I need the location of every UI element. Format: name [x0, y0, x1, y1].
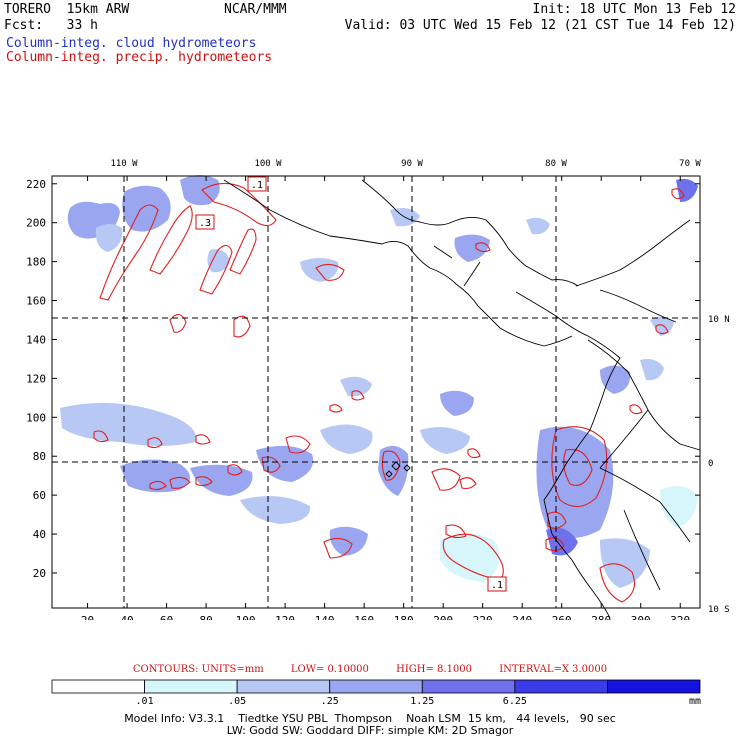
valid-time: Valid: 03 UTC Wed 15 Feb 12 (21 CST Tue …: [344, 18, 736, 33]
contour-units: CONTOURS: UNITS=mm: [132, 664, 264, 675]
axis-tick-labels: 2040608010012014016018020022024026028030…: [26, 159, 730, 620]
x-tick-label: 260: [552, 614, 572, 620]
contour-info: CONTOURS: UNITS=mm LOW= 0.10000 HIGH= 8.…: [0, 664, 740, 675]
x-tick-label: 240: [512, 614, 532, 620]
x-tick-label: 60: [160, 614, 173, 620]
x-tick-label: 100: [236, 614, 256, 620]
frame-rect: [51, 175, 701, 609]
y-tick-label: 220: [26, 178, 46, 191]
y-tick-label: 40: [33, 528, 46, 541]
colorbar-swatch: [607, 679, 701, 694]
x-tick-label: 140: [315, 614, 335, 620]
lon-label: 90 W: [401, 159, 423, 169]
coastlines: [223, 179, 701, 619]
x-tick-label: 280: [591, 614, 611, 620]
colorbar-swatch: [51, 679, 145, 694]
physics-info: LW: Godd SW: Goddard DIFF: simple KM: 2D…: [226, 724, 514, 737]
y-tick-label: 140: [26, 333, 46, 346]
lat-label: 0: [708, 459, 713, 469]
lat-lon-gridlines: [52, 176, 700, 608]
y-tick-label: 20: [33, 567, 46, 580]
model-info: Model Info: V3.3.1 Tiedtke YSU PBL Thomp…: [124, 712, 616, 725]
colorbar-swatch: [144, 679, 238, 694]
colorbar-swatch: [514, 679, 608, 694]
x-tick-label: 320: [670, 614, 690, 620]
x-tick-label: 20: [81, 614, 94, 620]
lon-label: 110 W: [110, 159, 138, 169]
y-tick-label: 80: [33, 450, 46, 463]
map-frame: [51, 175, 701, 609]
colorbar-label: 1.25: [410, 696, 434, 707]
legend-cloud: Column-integ. cloud hydrometeors: [6, 36, 257, 51]
x-tick-label: 120: [275, 614, 295, 620]
legend-precip: Column-integ. precip. hydrometeors: [6, 50, 273, 65]
colorbar-swatch: [329, 679, 423, 694]
cloud-shading: [60, 175, 698, 588]
colorbar-label: .01: [136, 696, 154, 707]
lat-label: 10 S: [708, 605, 730, 615]
precip-contours: [93, 182, 685, 603]
contour-interval: INTERVAL=X 3.0000: [499, 664, 608, 675]
colorbar-label: 6.25: [503, 696, 527, 707]
org-label: NCAR/MMM: [224, 2, 287, 17]
x-tick-label: 200: [433, 614, 453, 620]
contour-box: [487, 576, 507, 592]
init-time: Init: 18 UTC Mon 13 Feb 12: [532, 2, 737, 17]
x-tick-label: 80: [199, 614, 212, 620]
contour-box-label: .1: [251, 180, 263, 191]
lon-label: 80 W: [545, 159, 567, 169]
y-tick-label: 200: [26, 217, 46, 230]
model-title: TORERO 15km ARW: [4, 2, 130, 17]
x-tick-label: 160: [354, 614, 374, 620]
contour-box-label: .1: [491, 580, 503, 591]
contour-box: [195, 214, 215, 230]
contour-box-label: .3: [199, 218, 211, 229]
colorbar-swatch: [236, 679, 331, 694]
contour-box-labels: .1 .3 .1: [195, 176, 507, 592]
y-tick-label: 120: [26, 372, 46, 385]
contour-low: LOW= 0.10000: [290, 664, 369, 675]
y-tick-label: 180: [26, 256, 46, 269]
contour-high: HIGH= 8.1000: [396, 664, 473, 675]
x-tick-label: 220: [473, 614, 493, 620]
colorbar: .01 .05 .25 1.25 6.25 mm: [51, 679, 701, 707]
y-tick-label: 160: [26, 295, 46, 308]
x-tick-label: 40: [120, 614, 133, 620]
forecast-map: 2040608010012014016018020022024026028030…: [26, 159, 730, 620]
forecast-hour: Fcst: 33 h: [4, 18, 98, 33]
y-tick-label: 100: [26, 411, 46, 424]
colorbar-swatch: [421, 679, 516, 694]
lon-label: 100 W: [254, 159, 282, 169]
x-tick-label: 180: [394, 614, 414, 620]
colorbar-label: .05: [228, 696, 246, 707]
colorbar-label: .25: [321, 696, 339, 707]
lat-label: 10 N: [708, 315, 730, 325]
y-tick-label: 60: [33, 489, 46, 502]
contour-box: [247, 176, 267, 192]
colorbar-unit: mm: [689, 696, 701, 707]
lon-label: 70 W: [679, 159, 701, 169]
x-tick-label: 300: [631, 614, 651, 620]
